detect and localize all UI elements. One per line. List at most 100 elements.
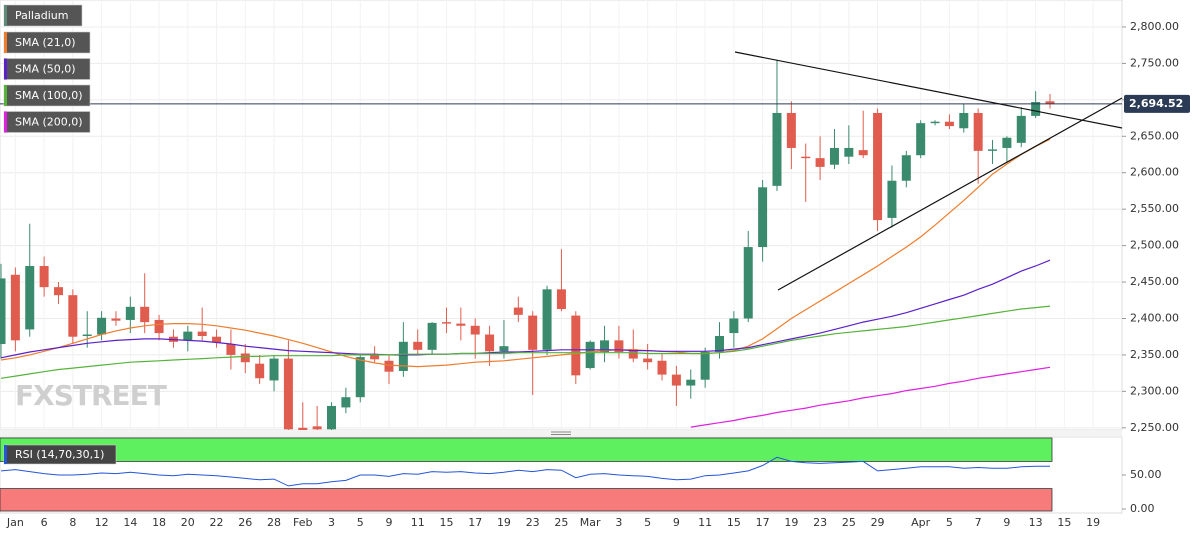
x-tick-label: 9 — [1003, 516, 1010, 529]
candle-body — [916, 123, 926, 156]
candle-body — [528, 315, 538, 350]
separator-handle[interactable] — [551, 431, 571, 435]
candle-body — [197, 331, 207, 336]
last-price-label: 2,694.52 — [1129, 97, 1183, 110]
candle-body — [944, 121, 954, 127]
legend-swatch — [4, 5, 7, 26]
candle-body — [556, 289, 566, 310]
candle-body — [815, 158, 825, 167]
candle-body — [801, 156, 811, 159]
candle-body — [887, 180, 897, 218]
sma-line — [0, 138, 1051, 368]
candle-body — [542, 289, 552, 350]
x-tick-label: 3 — [615, 516, 622, 529]
y-tick-label: 2,650.00 — [1130, 129, 1179, 142]
legend-label: RSI (14,70,30,1) — [15, 448, 104, 461]
x-tick-label: 18 — [152, 516, 166, 529]
x-tick-label: 15 — [1057, 516, 1071, 529]
candle-body — [240, 353, 250, 363]
x-tick-label: 9 — [673, 516, 680, 529]
candle-body — [873, 112, 883, 221]
rsi-area — [0, 437, 1053, 512]
candle-body — [988, 149, 998, 151]
legend-swatch — [4, 445, 7, 464]
candle-body — [327, 405, 337, 430]
trend-line — [734, 51, 1123, 129]
rsi-line — [0, 456, 1050, 487]
candle-body — [427, 322, 437, 350]
candle-body — [398, 341, 408, 371]
y-tick-label: 2,400.00 — [1130, 311, 1179, 324]
candle-body — [456, 323, 466, 326]
candle-body — [686, 379, 696, 386]
pane-separator — [0, 430, 1122, 436]
sma-line — [0, 259, 1051, 359]
candle-body — [53, 287, 63, 296]
candle-body — [283, 358, 293, 430]
candle-body — [729, 318, 739, 334]
candle-body — [973, 112, 983, 151]
rsi-y-tick-label: 0.00 — [1130, 502, 1155, 515]
candle-body — [930, 121, 940, 124]
candle-body — [111, 318, 121, 321]
y-tick-label: 2,800.00 — [1130, 20, 1179, 33]
x-tick-label: 14 — [123, 516, 137, 529]
candle-body — [901, 155, 911, 181]
candle-body — [844, 147, 854, 157]
y-tick-label: 2,500.00 — [1130, 239, 1179, 252]
legend-swatch — [4, 32, 7, 53]
candle-body — [643, 358, 653, 363]
candle-body — [39, 266, 49, 288]
x-tick-label: 5 — [357, 516, 364, 529]
y-tick-label: 2,750.00 — [1130, 56, 1179, 69]
x-tick-label: 28 — [267, 516, 281, 529]
y-tick-label: 2,450.00 — [1130, 275, 1179, 288]
x-tick-label: 25 — [842, 516, 856, 529]
candle-body — [758, 187, 768, 248]
plot-area — [0, 59, 1122, 430]
last-price-box — [1124, 94, 1190, 113]
x-tick-label: Jan — [6, 516, 24, 529]
sma-line — [0, 305, 1051, 379]
candle-body — [298, 427, 308, 430]
legend-label: Palladium — [15, 9, 68, 22]
candle-body — [10, 274, 20, 341]
candle-body — [140, 306, 150, 323]
candle-body — [657, 360, 667, 375]
legend-swatch — [4, 111, 7, 133]
y-tick-label: 2,550.00 — [1130, 202, 1179, 215]
y-tick-label: 2,600.00 — [1130, 166, 1179, 179]
x-tick-label: 29 — [871, 516, 885, 529]
x-tick-label: 26 — [238, 516, 252, 529]
legend-swatch — [4, 58, 7, 80]
candle-body — [183, 331, 193, 341]
candle-body — [614, 340, 624, 353]
candle-body — [858, 150, 868, 156]
rsi-y-tick-label: 50.00 — [1130, 468, 1162, 481]
x-tick-label: 11 — [698, 516, 712, 529]
candle-body — [384, 360, 394, 372]
x-tick-label: 11 — [411, 516, 425, 529]
candle-body — [499, 346, 509, 352]
candle-body — [370, 354, 380, 360]
x-tick-label: 5 — [644, 516, 651, 529]
candle-body — [355, 357, 365, 398]
x-tick-label: 17 — [468, 516, 482, 529]
axes: 2,250.00 2,300.00 2,350.00 2,400.00 2,450.00… — [6, 20, 1190, 529]
candle-body — [269, 358, 279, 381]
candle-body — [97, 317, 107, 335]
x-tick-label: 15 — [727, 516, 741, 529]
legend-label: SMA (100,0) — [15, 89, 83, 102]
candle-body — [715, 335, 724, 353]
x-tick-label: 23 — [526, 516, 540, 529]
legend: Palladium SMA (21,0) SMA (50,0) SMA (100,0)… — [3, 4, 117, 465]
candle-body — [772, 112, 782, 186]
candle-body — [82, 334, 92, 336]
candle-body — [341, 397, 351, 408]
x-tick-label: 6 — [41, 516, 48, 529]
x-tick-label: 19 — [784, 516, 798, 529]
y-tick-label: 2,350.00 — [1130, 348, 1179, 361]
x-tick-label: 5 — [946, 516, 953, 529]
y-tick-label: 2,250.00 — [1130, 421, 1179, 434]
